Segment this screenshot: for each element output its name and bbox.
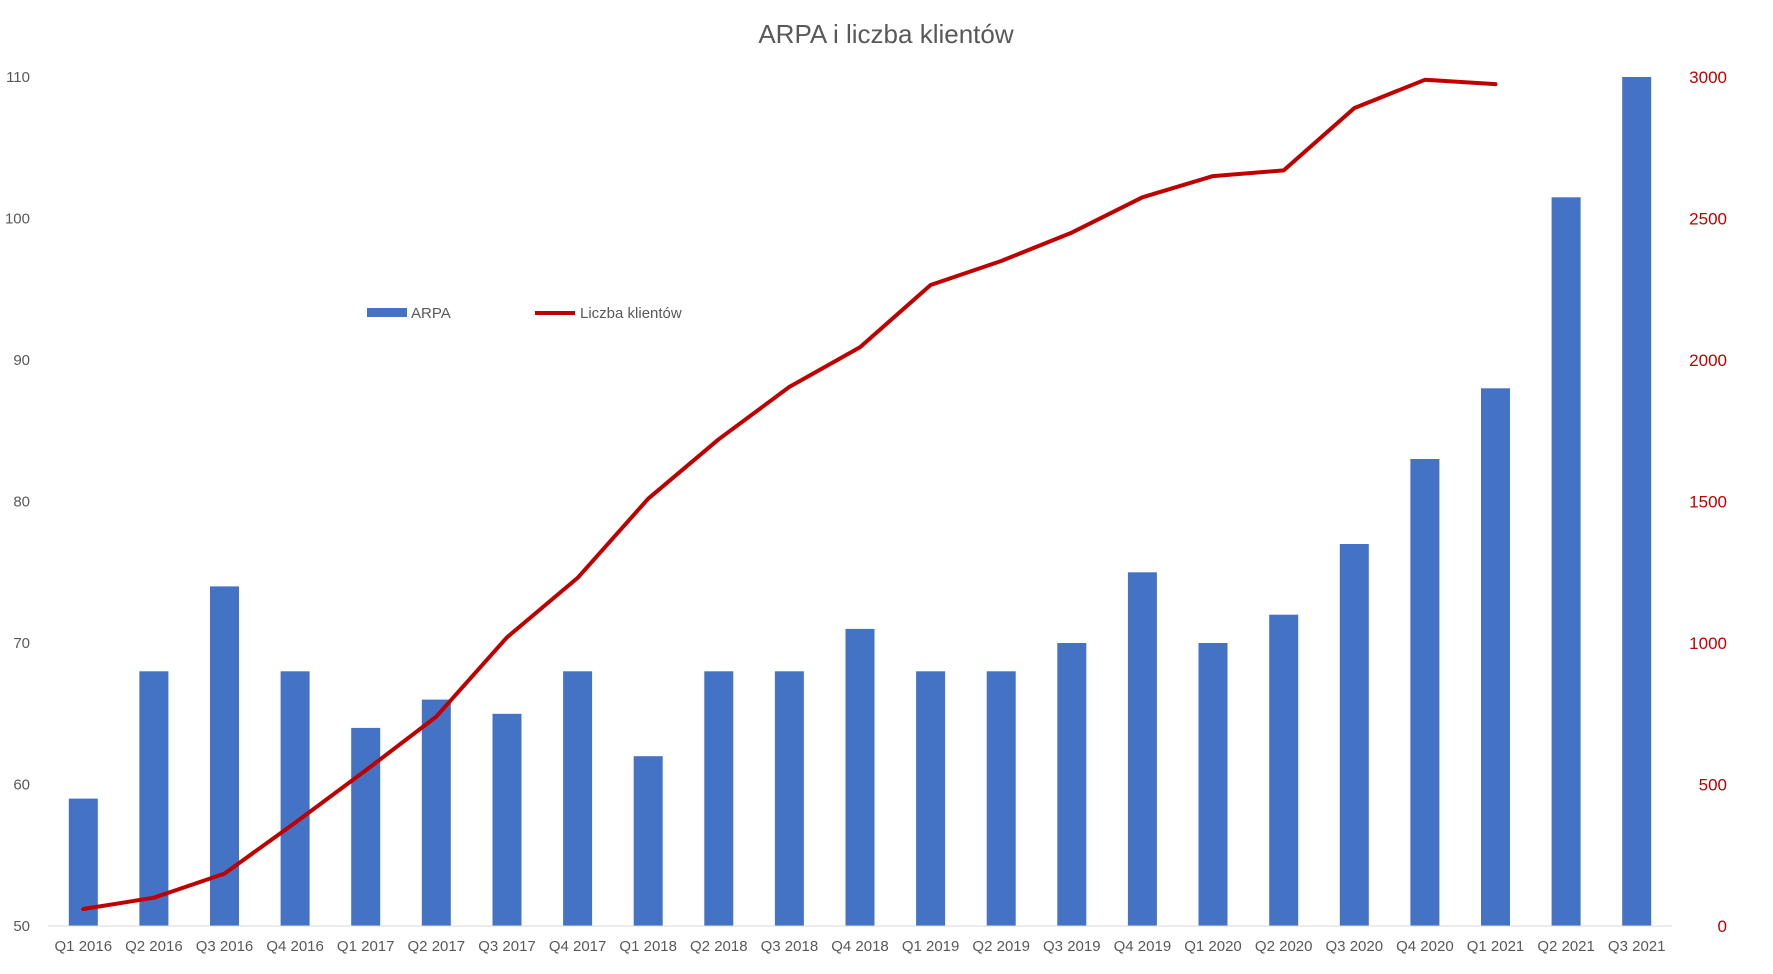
bar-arpa (986, 671, 1016, 926)
x-tick-label: Q1 2021 (1467, 938, 1525, 955)
right-y-tick-label: 1500 (1689, 493, 1727, 512)
x-tick-label: Q1 2016 (55, 938, 113, 955)
bar-arpa (68, 798, 98, 926)
bar-arpa (774, 671, 804, 926)
chart-title: ARPA i liczba klientów (758, 19, 1014, 49)
x-tick-label: Q2 2020 (1255, 938, 1313, 955)
x-tick-label: Q4 2018 (831, 938, 889, 955)
left-y-tick-label: 70 (13, 635, 30, 652)
bar-arpa (210, 586, 239, 926)
legend-label-arpa: ARPA (411, 305, 451, 322)
bar-arpa (845, 628, 875, 926)
left-y-axis: 50 60 70 80 90 100 110 (5, 69, 30, 935)
bar-arpa (1127, 572, 1157, 927)
bar-arpa (1198, 643, 1228, 926)
bar-arpa (280, 671, 310, 926)
x-axis: Q1 2016 Q2 2016 Q3 2016 Q4 2016 Q1 2017 Q2 20… (48, 925, 1672, 955)
legend-swatch-arpa (367, 308, 407, 317)
right-y-tick-label: 0 (1718, 917, 1727, 936)
bar-arpa (492, 713, 522, 927)
x-tick-label: Q3 2019 (1043, 938, 1101, 955)
right-y-tick-label: 500 (1699, 776, 1727, 795)
bar-arpa (1622, 77, 1652, 926)
bar-arpa (704, 671, 734, 926)
legend: ARPA Liczba klientów (367, 305, 682, 322)
right-y-tick-label: 2500 (1689, 210, 1727, 229)
bar-arpa (1057, 643, 1087, 926)
x-tick-label: Q3 2018 (761, 938, 819, 955)
right-y-tick-label: 2000 (1689, 351, 1727, 370)
right-y-axis: 0 500 1000 1500 2000 2500 3000 (1689, 68, 1727, 936)
x-tick-label: Q3 2020 (1326, 938, 1384, 955)
bar-arpa (633, 756, 663, 926)
right-y-tick-label: 1000 (1689, 634, 1727, 653)
bar-arpa (1481, 388, 1510, 926)
bar-arpa (563, 671, 593, 926)
x-tick-label: Q3 2021 (1608, 938, 1666, 955)
bar-arpa (1269, 614, 1299, 926)
bar-arpa (351, 727, 381, 926)
bar-arpa (1551, 197, 1581, 927)
bar-arpa (916, 671, 946, 926)
x-tick-label: Q4 2019 (1114, 938, 1172, 955)
x-tick-label: Q1 2018 (619, 938, 677, 955)
left-y-tick-label: 60 (13, 777, 30, 794)
x-tick-label: Q3 2017 (478, 938, 536, 955)
x-tick-label: Q3 2016 (196, 938, 254, 955)
x-tick-label: Q1 2017 (337, 938, 395, 955)
x-tick-label: Q1 2020 (1184, 938, 1242, 955)
x-tick-label: Q1 2019 (902, 938, 960, 955)
left-y-tick-label: 80 (13, 494, 30, 511)
bar-arpa (1339, 544, 1369, 926)
right-y-tick-label: 3000 (1689, 68, 1727, 87)
x-tick-label: Q2 2016 (125, 938, 183, 955)
bar-arpa (139, 671, 169, 926)
x-tick-label: Q2 2019 (972, 938, 1030, 955)
left-y-tick-label: 110 (6, 69, 30, 86)
legend-label-clients: Liczba klientów (580, 305, 682, 322)
bar-arpa (421, 699, 451, 926)
left-y-tick-label: 50 (13, 918, 30, 935)
bar-arpa (1410, 459, 1440, 926)
x-tick-label: Q2 2018 (690, 938, 748, 955)
x-tick-label: Q4 2017 (549, 938, 607, 955)
plot-area (68, 77, 1652, 927)
left-y-tick-label: 90 (13, 352, 30, 369)
x-tick-label: Q4 2020 (1396, 938, 1454, 955)
x-tick-label: Q2 2017 (408, 938, 466, 955)
x-tick-label: Q4 2016 (266, 938, 324, 955)
left-y-tick-label: 100 (5, 211, 30, 228)
x-tick-label: Q2 2021 (1537, 938, 1595, 955)
